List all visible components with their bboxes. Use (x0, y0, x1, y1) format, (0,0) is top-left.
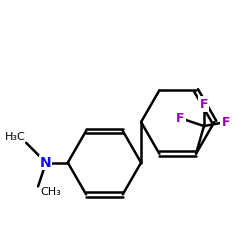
Text: H₃C: H₃C (4, 132, 25, 142)
Text: F: F (176, 112, 184, 124)
Text: F: F (222, 116, 230, 128)
Text: CH₃: CH₃ (40, 188, 61, 198)
Text: F: F (200, 98, 208, 111)
Text: N: N (40, 156, 52, 170)
